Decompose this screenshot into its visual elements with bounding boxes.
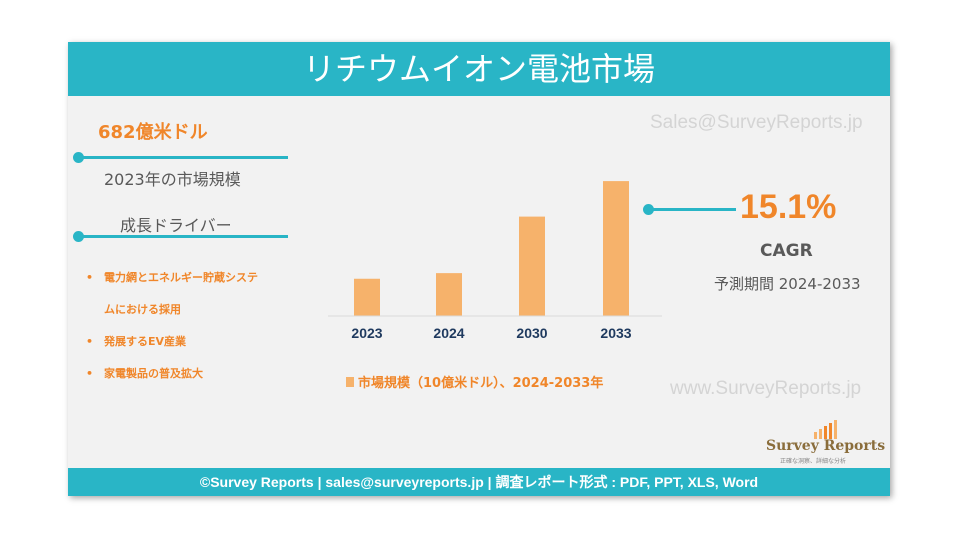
market-size-bar-chart: 2023 2024 2030 2033 — [328, 181, 662, 341]
logo-tagline: 正確な洞察、詳細な分析 — [780, 458, 847, 465]
page-title: リチウムイオン電池市場 — [68, 42, 890, 96]
driver-text: 発展するEV産業 — [104, 335, 187, 348]
drivers-title: 成長ドライバー — [120, 216, 232, 235]
growth-drivers-list: • 電力網とエネルギー貯蔵システ ムにおける採用 • 発展するEV産業 • 家電… — [84, 262, 304, 390]
bullet-icon: • — [86, 335, 94, 348]
market-size-value: 682億米ドル — [98, 122, 208, 143]
forecast-period: 予測期間 2024-2033 — [714, 275, 861, 293]
footer-bar: ©Survey Reports | sales@surveyreports.jp… — [68, 468, 890, 496]
email-watermark: Sales@SurveyReports.jp — [650, 112, 863, 133]
bar-2033 — [603, 181, 629, 316]
driver-text: 家電製品の普及拡大 — [104, 367, 203, 380]
driver-text-continued: ムにおける採用 — [104, 303, 181, 316]
x-tick-label: 2023 — [351, 325, 382, 341]
driver-text: 電力網とエネルギー貯蔵システ — [104, 271, 258, 284]
market-size-divider — [78, 156, 288, 159]
chart-legend: 市場規模（10億米ドル）、2024-2033年 — [346, 372, 603, 391]
market-size-caption: 2023年の市場規模 — [104, 170, 241, 189]
bullet-icon: • — [86, 271, 94, 284]
list-item: • 家電製品の普及拡大 — [84, 358, 304, 390]
bullet-icon: • — [86, 367, 94, 380]
cagr-value: 15.1% — [740, 188, 837, 226]
drivers-divider — [78, 235, 288, 238]
logo-name: Survey Reports — [766, 438, 886, 454]
list-item: • 電力網とエネルギー貯蔵システ ムにおける採用 — [84, 262, 304, 326]
bar-2030 — [519, 216, 545, 316]
cagr-connector — [648, 208, 736, 211]
bar-chart-logo-icon — [814, 420, 837, 439]
x-tick-label: 2030 — [516, 325, 547, 341]
infographic-card: リチウムイオン電池市場 Sales@SurveyReports.jp www.S… — [68, 42, 890, 496]
list-item: • 発展するEV産業 — [84, 326, 304, 358]
legend-swatch — [346, 377, 354, 387]
x-tick-label: 2033 — [600, 325, 631, 341]
legend-label: 市場規模（10億米ドル）、2024-2033年 — [358, 376, 604, 391]
cagr-label: CAGR — [760, 241, 813, 261]
survey-reports-logo: Survey Reports 正確な洞察、詳細な分析 — [766, 420, 885, 470]
x-tick-label: 2024 — [433, 325, 464, 341]
bar-2023 — [354, 278, 380, 316]
bar-2024 — [436, 273, 462, 316]
website-watermark: www.SurveyReports.jp — [670, 378, 862, 399]
